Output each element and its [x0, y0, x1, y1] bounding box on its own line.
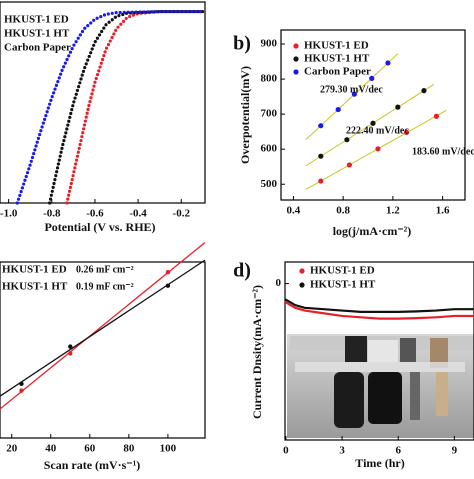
x-tick-label: 100 — [160, 443, 177, 455]
x-axis-label: Potential (V vs. RHE) — [44, 220, 155, 234]
x-tick-label: -0.4 — [129, 208, 147, 220]
legend-label: HKUST-1 ED — [310, 265, 375, 277]
data-point — [346, 162, 352, 168]
y-tick-label: 700 — [261, 108, 278, 120]
fit-line — [305, 83, 435, 167]
series-line — [284, 301, 474, 320]
x-tick-label: 1.6 — [436, 205, 450, 217]
annotation: 279.30 mV/dec — [320, 84, 383, 95]
x-axis-label: Scan rate (mV·s⁻¹) — [44, 458, 141, 472]
x-tick-label: 1.2 — [386, 205, 400, 217]
data-point — [318, 178, 324, 184]
y-axis-label: Overpotential(mV) — [238, 66, 252, 164]
plot-frame — [280, 29, 466, 201]
data-point — [403, 129, 410, 135]
annotation: 183.60 mV/dec — [412, 146, 474, 157]
x-axis-label: log(j/mA·cm⁻²) — [333, 224, 412, 238]
legend-label: HKUST-1 HT — [4, 28, 70, 40]
x-tick-label: 60 — [84, 443, 96, 455]
photo-inset — [287, 334, 474, 438]
x-tick-label: -1.0 — [0, 208, 18, 220]
legend-label: HKUST-1 ED — [4, 14, 69, 26]
x-tick-label: 0.8 — [336, 205, 350, 217]
data-point — [370, 120, 376, 126]
legend-marker — [293, 56, 299, 62]
fit-line — [0, 242, 206, 410]
y-tick-label: 800 — [261, 73, 278, 85]
data-point — [318, 153, 324, 159]
data-point — [395, 104, 401, 110]
data-point — [421, 88, 427, 94]
data-point — [375, 146, 381, 152]
legend-label: Carbon Paper — [304, 66, 371, 78]
x-tick-label: 9 — [452, 445, 458, 457]
annotation: 0.19 mF cm⁻² — [76, 281, 134, 292]
legend-marker — [293, 43, 299, 49]
annotation: 0.26 mF cm⁻² — [76, 264, 134, 275]
x-tick-label: 0.4 — [287, 205, 301, 217]
data-point — [68, 351, 73, 356]
x-tick-label: 20 — [6, 443, 18, 455]
y-tick-label: 600 — [261, 143, 278, 155]
data-point — [68, 344, 73, 349]
x-axis-label: Time (hr) — [355, 456, 404, 470]
data-point — [351, 91, 357, 97]
legend-marker — [299, 268, 305, 274]
y-axis-label: Current Dnsity(mA·cm⁻²) — [250, 285, 264, 419]
panel-label: b) — [233, 33, 251, 55]
data-point — [433, 113, 440, 119]
y-tick-label: 0 — [276, 277, 282, 289]
series-line — [48, 9, 205, 205]
x-tick-label: 80 — [123, 443, 135, 455]
data-point — [318, 123, 324, 129]
data-point — [165, 269, 171, 275]
data-point — [335, 106, 341, 113]
annotation: 222.40 mV/dec — [346, 125, 409, 136]
data-point — [385, 60, 391, 66]
x-tick-label: 3 — [339, 445, 345, 457]
legend-label: HKUST-1 HT — [304, 53, 370, 65]
legend-marker — [299, 282, 305, 288]
legend-label: HKUST-1 HT — [2, 281, 68, 293]
x-tick-label: -0.6 — [86, 208, 104, 220]
legend-label: HKUST-1 ED — [2, 264, 67, 276]
legend-marker — [293, 69, 299, 75]
legend-label: Carbon Paper — [4, 42, 71, 54]
data-point — [19, 388, 24, 393]
data-point — [165, 283, 171, 288]
y-tick-label: 500 — [261, 178, 278, 190]
x-tick-label: 6 — [395, 445, 401, 457]
data-point — [369, 75, 375, 81]
x-tick-label: -0.2 — [173, 208, 191, 220]
data-point — [344, 137, 350, 143]
legend-label: HKUST-1 ED — [304, 40, 369, 52]
data-point — [19, 381, 24, 387]
plot-frame — [284, 261, 474, 441]
legend-label: HKUST-1 HT — [310, 279, 376, 291]
x-tick-label: 40 — [45, 443, 57, 455]
y-tick-label: 900 — [261, 38, 278, 50]
series-line — [15, 9, 205, 205]
x-tick-label: 0 — [283, 445, 289, 457]
x-tick-label: -0.8 — [43, 208, 61, 220]
plot-frame — [0, 1, 206, 204]
series-line — [65, 9, 205, 205]
plot-frame — [0, 261, 206, 439]
panel-label: d) — [233, 260, 251, 282]
series-line — [284, 298, 474, 313]
fit-line — [0, 259, 206, 397]
